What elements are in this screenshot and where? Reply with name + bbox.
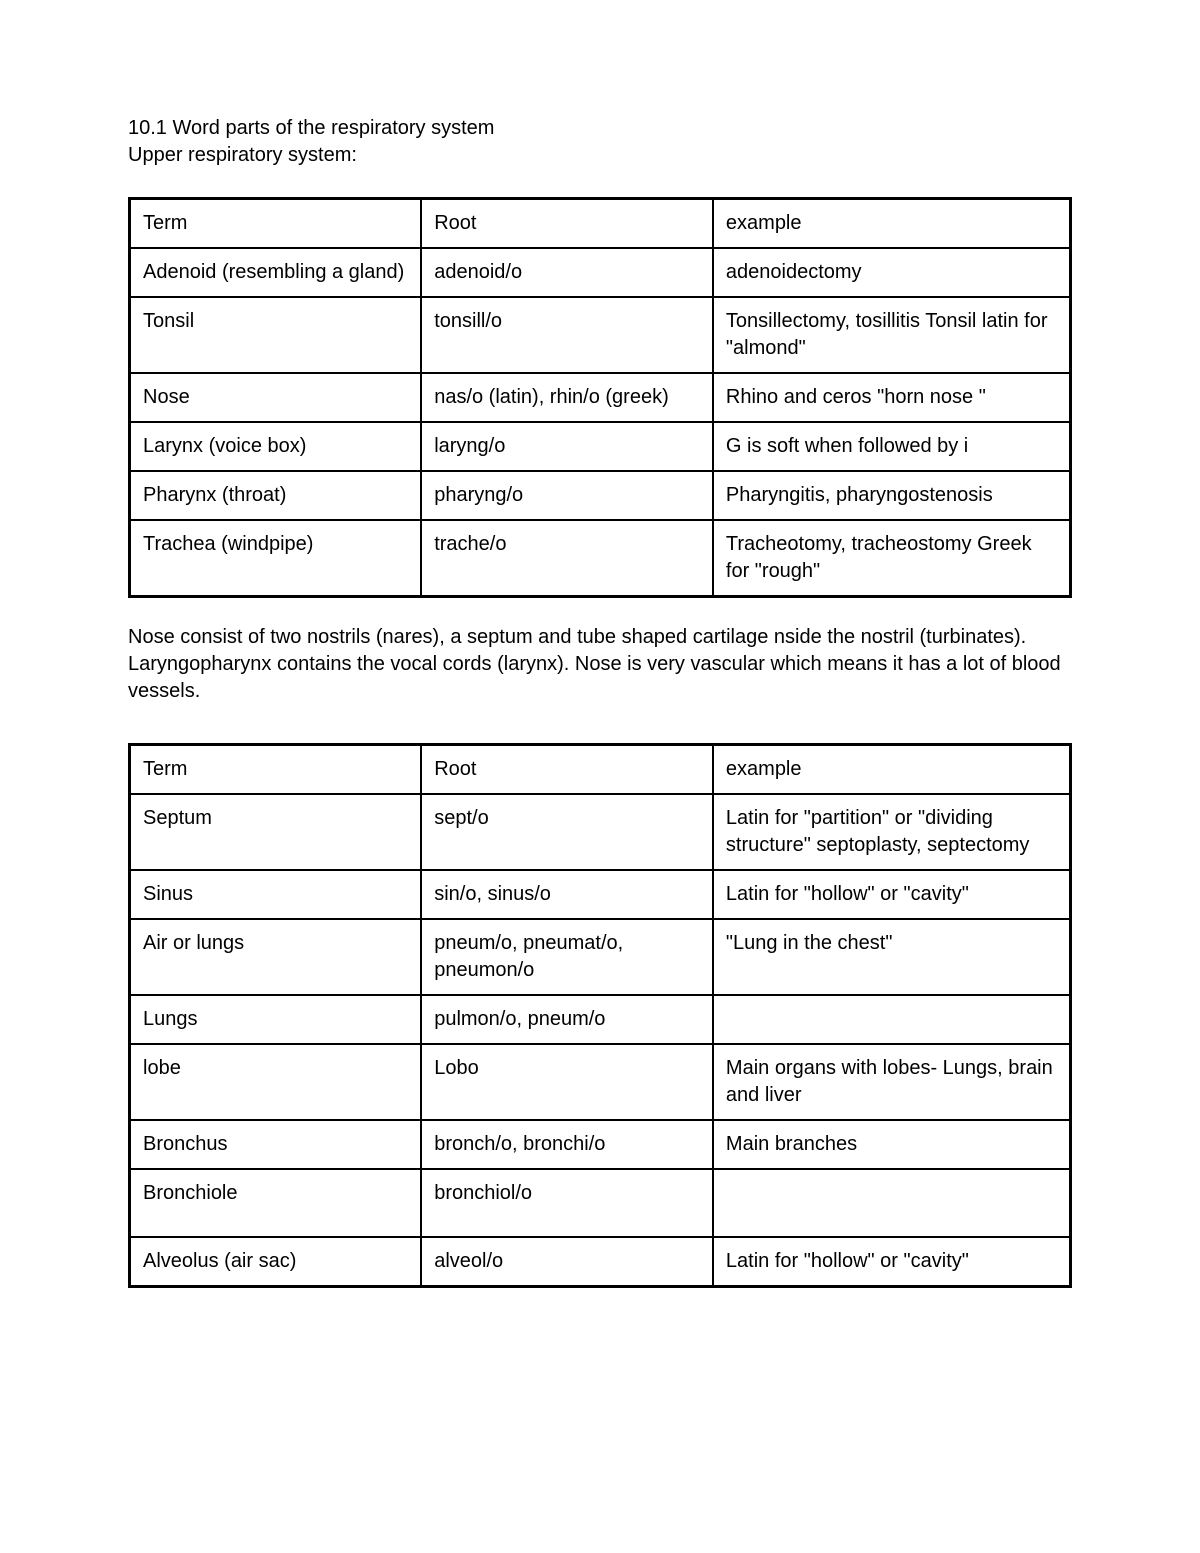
table-cell: trache/o (421, 520, 713, 597)
table-row: Lungspulmon/o, pneum/o (130, 995, 1071, 1044)
table-cell: Lungs (130, 995, 422, 1044)
table-header-cell: example (713, 199, 1071, 249)
table-cell: Adenoid (resembling a gland) (130, 248, 422, 297)
table-cell: laryng/o (421, 422, 713, 471)
table-cell: Nose (130, 373, 422, 422)
page-heading: 10.1 Word parts of the respiratory syste… (128, 115, 1072, 169)
table-cell: Latin for "hollow" or "cavity" (713, 870, 1071, 919)
nose-paragraph: Nose consist of two nostrils (nares), a … (128, 624, 1072, 705)
table-row: Sinussin/o, sinus/oLatin for "hollow" or… (130, 870, 1071, 919)
table-cell: bronch/o, bronchi/o (421, 1120, 713, 1169)
lower-respiratory-table: TermRootexampleSeptumsept/oLatin for "pa… (128, 743, 1072, 1288)
table-row: Air or lungspneum/o, pneumat/o, pneumon/… (130, 919, 1071, 995)
table-cell: Bronchiole (130, 1169, 422, 1237)
table-cell (713, 1169, 1071, 1237)
table-cell: Main branches (713, 1120, 1071, 1169)
table-header-row: TermRootexample (130, 199, 1071, 249)
table-row: Nosenas/o (latin), rhin/o (greek)Rhino a… (130, 373, 1071, 422)
table-cell: Main organs with lobes- Lungs, brain and… (713, 1044, 1071, 1120)
table-cell: pulmon/o, pneum/o (421, 995, 713, 1044)
table-cell: bronchiol/o (421, 1169, 713, 1237)
table-header-cell: example (713, 745, 1071, 795)
table-row: Tonsiltonsill/oTonsillectomy, tosillitis… (130, 297, 1071, 373)
table-header-cell: Term (130, 199, 422, 249)
table-header-row: TermRootexample (130, 745, 1071, 795)
table-cell: alveol/o (421, 1237, 713, 1287)
table-cell: G is soft when followed by i (713, 422, 1071, 471)
table-row: Bronchiolebronchiol/o (130, 1169, 1071, 1237)
table-cell: tonsill/o (421, 297, 713, 373)
table-cell: Tonsillectomy, tosillitis Tonsil latin f… (713, 297, 1071, 373)
table-cell: adenoidectomy (713, 248, 1071, 297)
table-row: Septumsept/oLatin for "partition" or "di… (130, 794, 1071, 870)
table-row: Adenoid (resembling a gland)adenoid/oade… (130, 248, 1071, 297)
table-header-cell: Root (421, 745, 713, 795)
upper-respiratory-table: TermRootexampleAdenoid (resembling a gla… (128, 197, 1072, 598)
table-cell: Trachea (windpipe) (130, 520, 422, 597)
table-cell: Sinus (130, 870, 422, 919)
table-row: Trachea (windpipe)trache/oTracheotomy, t… (130, 520, 1071, 597)
heading-line-1: 10.1 Word parts of the respiratory syste… (128, 115, 1072, 142)
table-cell: "Lung in the chest" (713, 919, 1071, 995)
table-cell: pharyng/o (421, 471, 713, 520)
table-cell: nas/o (latin), rhin/o (greek) (421, 373, 713, 422)
table-header-cell: Term (130, 745, 422, 795)
table-cell: Alveolus (air sac) (130, 1237, 422, 1287)
table-cell: Rhino and ceros "horn nose " (713, 373, 1071, 422)
table-cell: sept/o (421, 794, 713, 870)
table-cell: adenoid/o (421, 248, 713, 297)
table-row: Alveolus (air sac)alveol/oLatin for "hol… (130, 1237, 1071, 1287)
table-row: Pharynx (throat)pharyng/oPharyngitis, ph… (130, 471, 1071, 520)
table-cell: sin/o, sinus/o (421, 870, 713, 919)
table-row: Larynx (voice box)laryng/oG is soft when… (130, 422, 1071, 471)
table-header-cell: Root (421, 199, 713, 249)
table-cell: Tonsil (130, 297, 422, 373)
table-cell: Pharynx (throat) (130, 471, 422, 520)
table-cell: Larynx (voice box) (130, 422, 422, 471)
table-cell (713, 995, 1071, 1044)
table-cell: Septum (130, 794, 422, 870)
heading-line-2: Upper respiratory system: (128, 142, 1072, 169)
table-cell: Tracheotomy, tracheostomy Greek for "rou… (713, 520, 1071, 597)
table-cell: Pharyngitis, pharyngostenosis (713, 471, 1071, 520)
table-cell: Latin for "hollow" or "cavity" (713, 1237, 1071, 1287)
table-cell: Lobo (421, 1044, 713, 1120)
document-page: 10.1 Word parts of the respiratory syste… (0, 0, 1200, 1553)
table-cell: Latin for "partition" or "dividing struc… (713, 794, 1071, 870)
table-cell: lobe (130, 1044, 422, 1120)
table-row: Bronchusbronch/o, bronchi/oMain branches (130, 1120, 1071, 1169)
table-cell: Bronchus (130, 1120, 422, 1169)
table-cell: pneum/o, pneumat/o, pneumon/o (421, 919, 713, 995)
table-cell: Air or lungs (130, 919, 422, 995)
table-row: lobeLoboMain organs with lobes- Lungs, b… (130, 1044, 1071, 1120)
